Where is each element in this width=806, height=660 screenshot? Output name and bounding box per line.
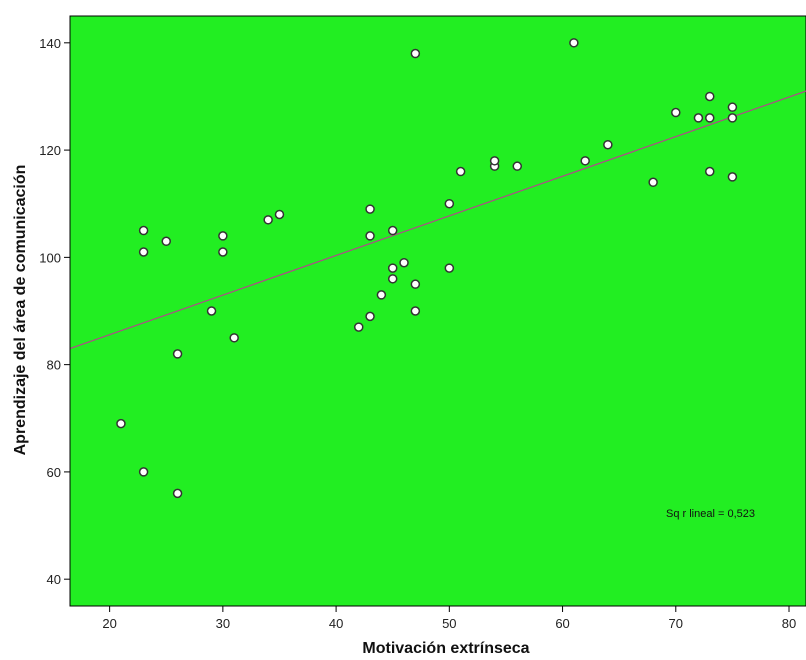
data-point (387, 263, 398, 273)
x-tick-label: 60 (555, 616, 569, 631)
data-point (455, 166, 466, 177)
data-point (569, 38, 579, 48)
x-tick-label: 70 (669, 616, 683, 631)
data-point (218, 247, 228, 257)
data-point (671, 107, 681, 118)
y-axis: 40 60 80 100 120 140 (39, 16, 71, 606)
data-point (648, 177, 658, 188)
data-point (274, 209, 285, 220)
data-point (580, 156, 590, 166)
data-point (410, 279, 421, 289)
data-point (387, 274, 398, 284)
data-point (444, 263, 455, 273)
r-squared-annotation: Sq r lineal = 0,523 (666, 508, 755, 520)
y-tick-label: 120 (39, 143, 61, 158)
y-tick-label: 60 (47, 465, 61, 480)
data-point (365, 204, 375, 214)
data-point (138, 467, 149, 477)
data-point (387, 225, 398, 236)
y-tick-label: 40 (47, 572, 61, 587)
data-point (410, 306, 421, 316)
data-point (263, 215, 273, 225)
y-axis-title: Aprendizaje del área de comunicación (12, 165, 29, 456)
data-point (705, 113, 715, 123)
y-tick-label: 80 (47, 358, 61, 373)
data-point (399, 257, 409, 268)
data-point (444, 198, 455, 209)
data-point (353, 322, 364, 332)
points-layer (116, 38, 738, 499)
data-point (376, 290, 387, 300)
data-point (489, 156, 500, 166)
x-tick-label: 30 (216, 616, 230, 631)
data-point (603, 139, 613, 150)
data-point (727, 113, 738, 123)
y-tick-label: 100 (39, 250, 61, 265)
data-point (172, 349, 183, 359)
data-point (229, 333, 239, 343)
x-tick-label: 50 (442, 616, 456, 631)
x-axis-title: Motivación extrínseca (362, 640, 529, 657)
data-point (206, 306, 217, 316)
data-point (693, 113, 704, 123)
x-tick-label: 20 (102, 616, 116, 631)
data-point (365, 311, 375, 322)
data-point (161, 236, 171, 247)
data-point (218, 231, 228, 241)
data-point (727, 172, 738, 182)
y-tick-label: 140 (39, 36, 61, 51)
data-point (138, 225, 149, 236)
data-point (410, 48, 421, 59)
data-point (172, 488, 183, 499)
fit-line-layer (69, 90, 806, 350)
data-point (727, 102, 738, 112)
data-point (512, 161, 523, 171)
data-point (705, 166, 715, 177)
data-point (365, 231, 375, 241)
data-point (138, 247, 149, 257)
plot-area (69, 15, 806, 607)
fit-line (69, 90, 806, 350)
data-point (116, 418, 126, 429)
x-tick-label: 80 (782, 616, 796, 631)
x-tick-label: 40 (329, 616, 343, 631)
x-axis: 20 30 40 50 60 70 80 (70, 605, 806, 631)
data-point (705, 91, 715, 102)
